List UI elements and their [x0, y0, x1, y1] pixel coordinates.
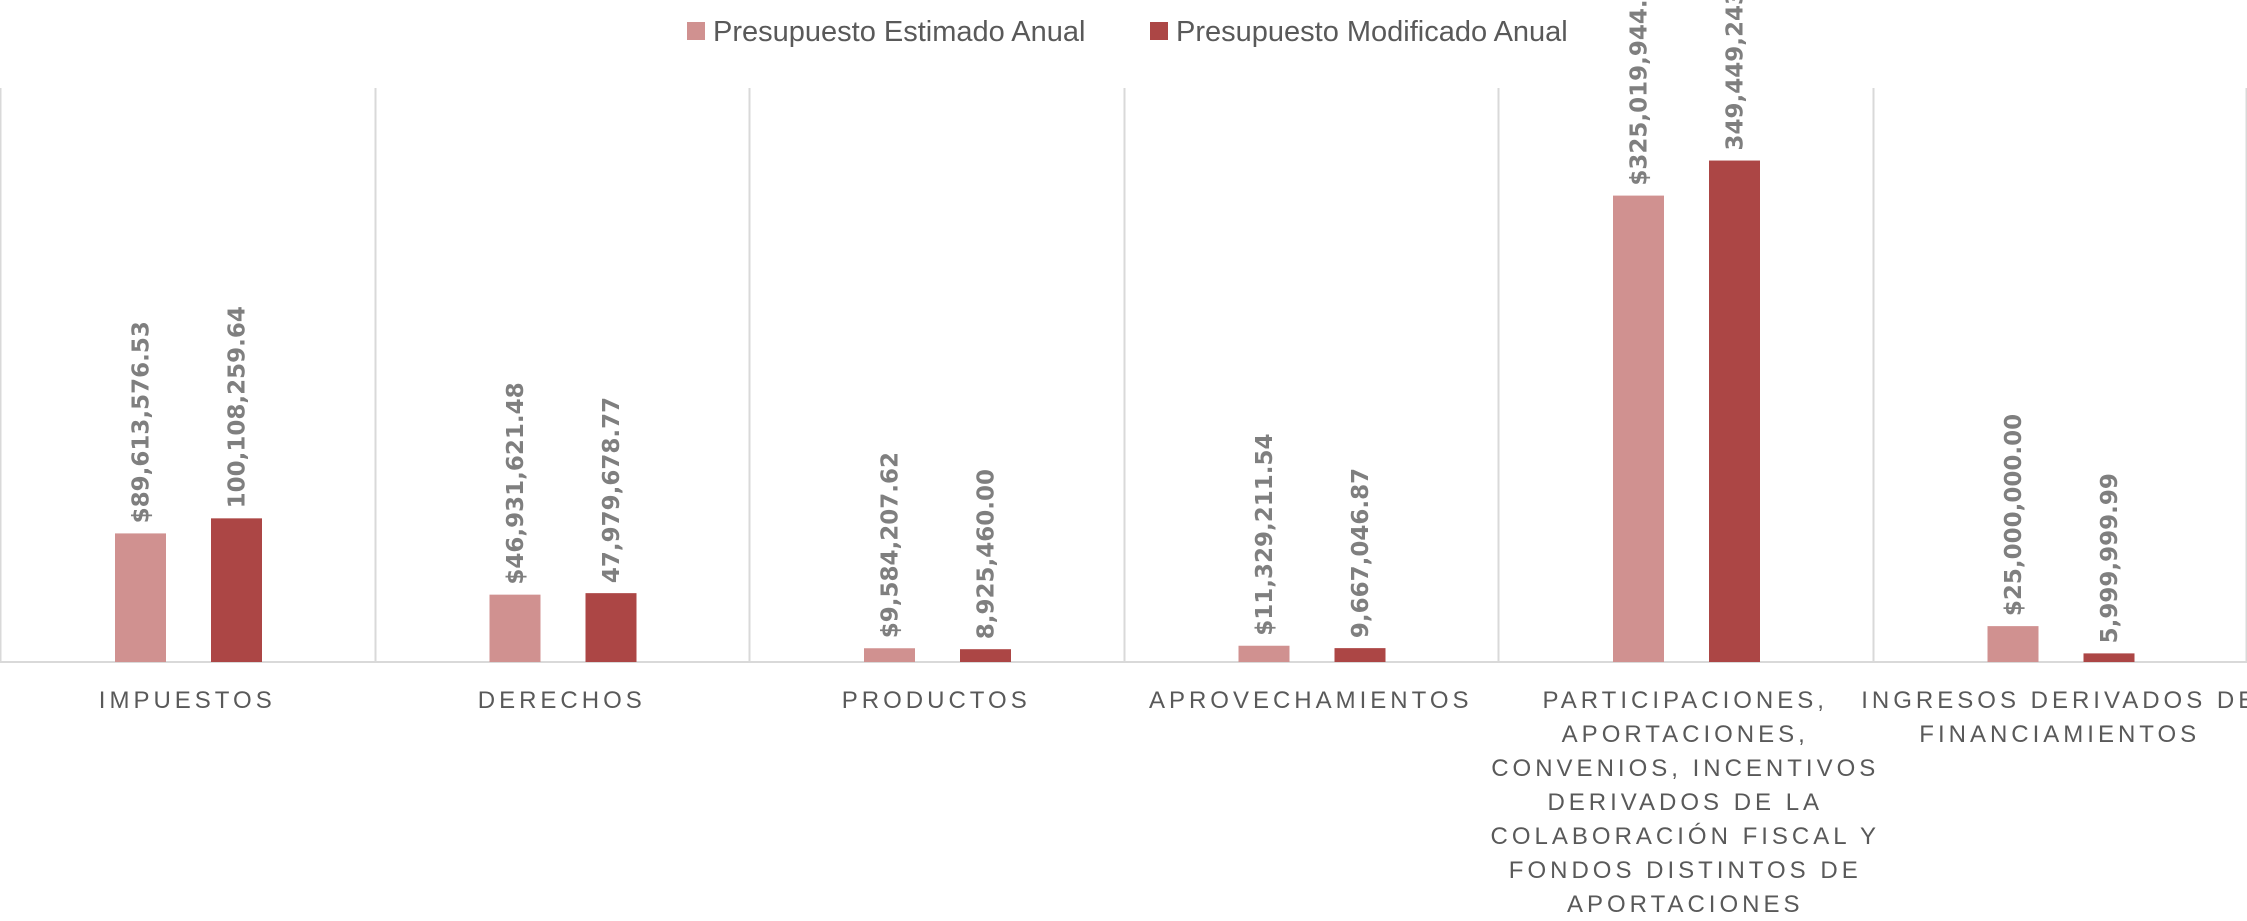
data-label: $25,000,000.00	[2001, 414, 2027, 616]
data-label: $89,613,576.53	[129, 321, 155, 523]
bar-modified	[960, 649, 1011, 662]
legend-swatch-modified	[1150, 22, 1168, 40]
data-label: 47,979,678.77	[599, 397, 625, 583]
data-label: $325,019,944.57	[1627, 0, 1653, 186]
data-label: $11,329,211.54	[1252, 433, 1278, 635]
data-label: 100,108,259.64	[225, 306, 251, 508]
category-label: PRODUCTOS	[842, 687, 1031, 714]
bar-estimated	[489, 594, 541, 662]
data-label: 9,667,046.87	[1348, 468, 1374, 638]
legend-label-modified: Presupuesto Modificado Anual	[1176, 16, 1568, 48]
category-label: INGRESOS DERIVADOS DE FINANCIAMIENTOS	[1861, 687, 2247, 748]
legend-label-estimated: Presupuesto Estimado Anual	[713, 16, 1085, 48]
bar-modified	[585, 593, 637, 662]
bar-estimated	[1987, 626, 2039, 662]
category-label: IMPUESTOS	[99, 687, 276, 714]
data-label: $46,931,621.48	[503, 382, 529, 584]
data-label: 349,449,243.53	[1723, 0, 1749, 151]
bar-estimated	[864, 648, 915, 662]
bar-modified	[2083, 653, 2135, 662]
bar-modified	[211, 518, 262, 662]
category-label: APROVECHAMIENTOS	[1149, 687, 1473, 714]
category-label: PARTICIPACIONES, APORTACIONES, CONVENIOS, …	[1491, 687, 1880, 918]
bar-modified	[1334, 648, 1386, 662]
category-label: DERECHOS	[478, 687, 646, 714]
bar-modified	[1709, 160, 1760, 662]
legend-swatch-estimated	[687, 22, 705, 40]
data-label: 8,925,460.00	[974, 469, 1000, 639]
bar-estimated	[1238, 645, 1290, 662]
bar-estimated	[115, 533, 166, 662]
data-label: $9,584,207.62	[878, 452, 904, 638]
data-label: 5,999,999.99	[2097, 473, 2123, 643]
bar-estimated	[1613, 195, 1664, 662]
legend: Presupuesto Estimado Anual Presupuesto M…	[687, 16, 1568, 48]
